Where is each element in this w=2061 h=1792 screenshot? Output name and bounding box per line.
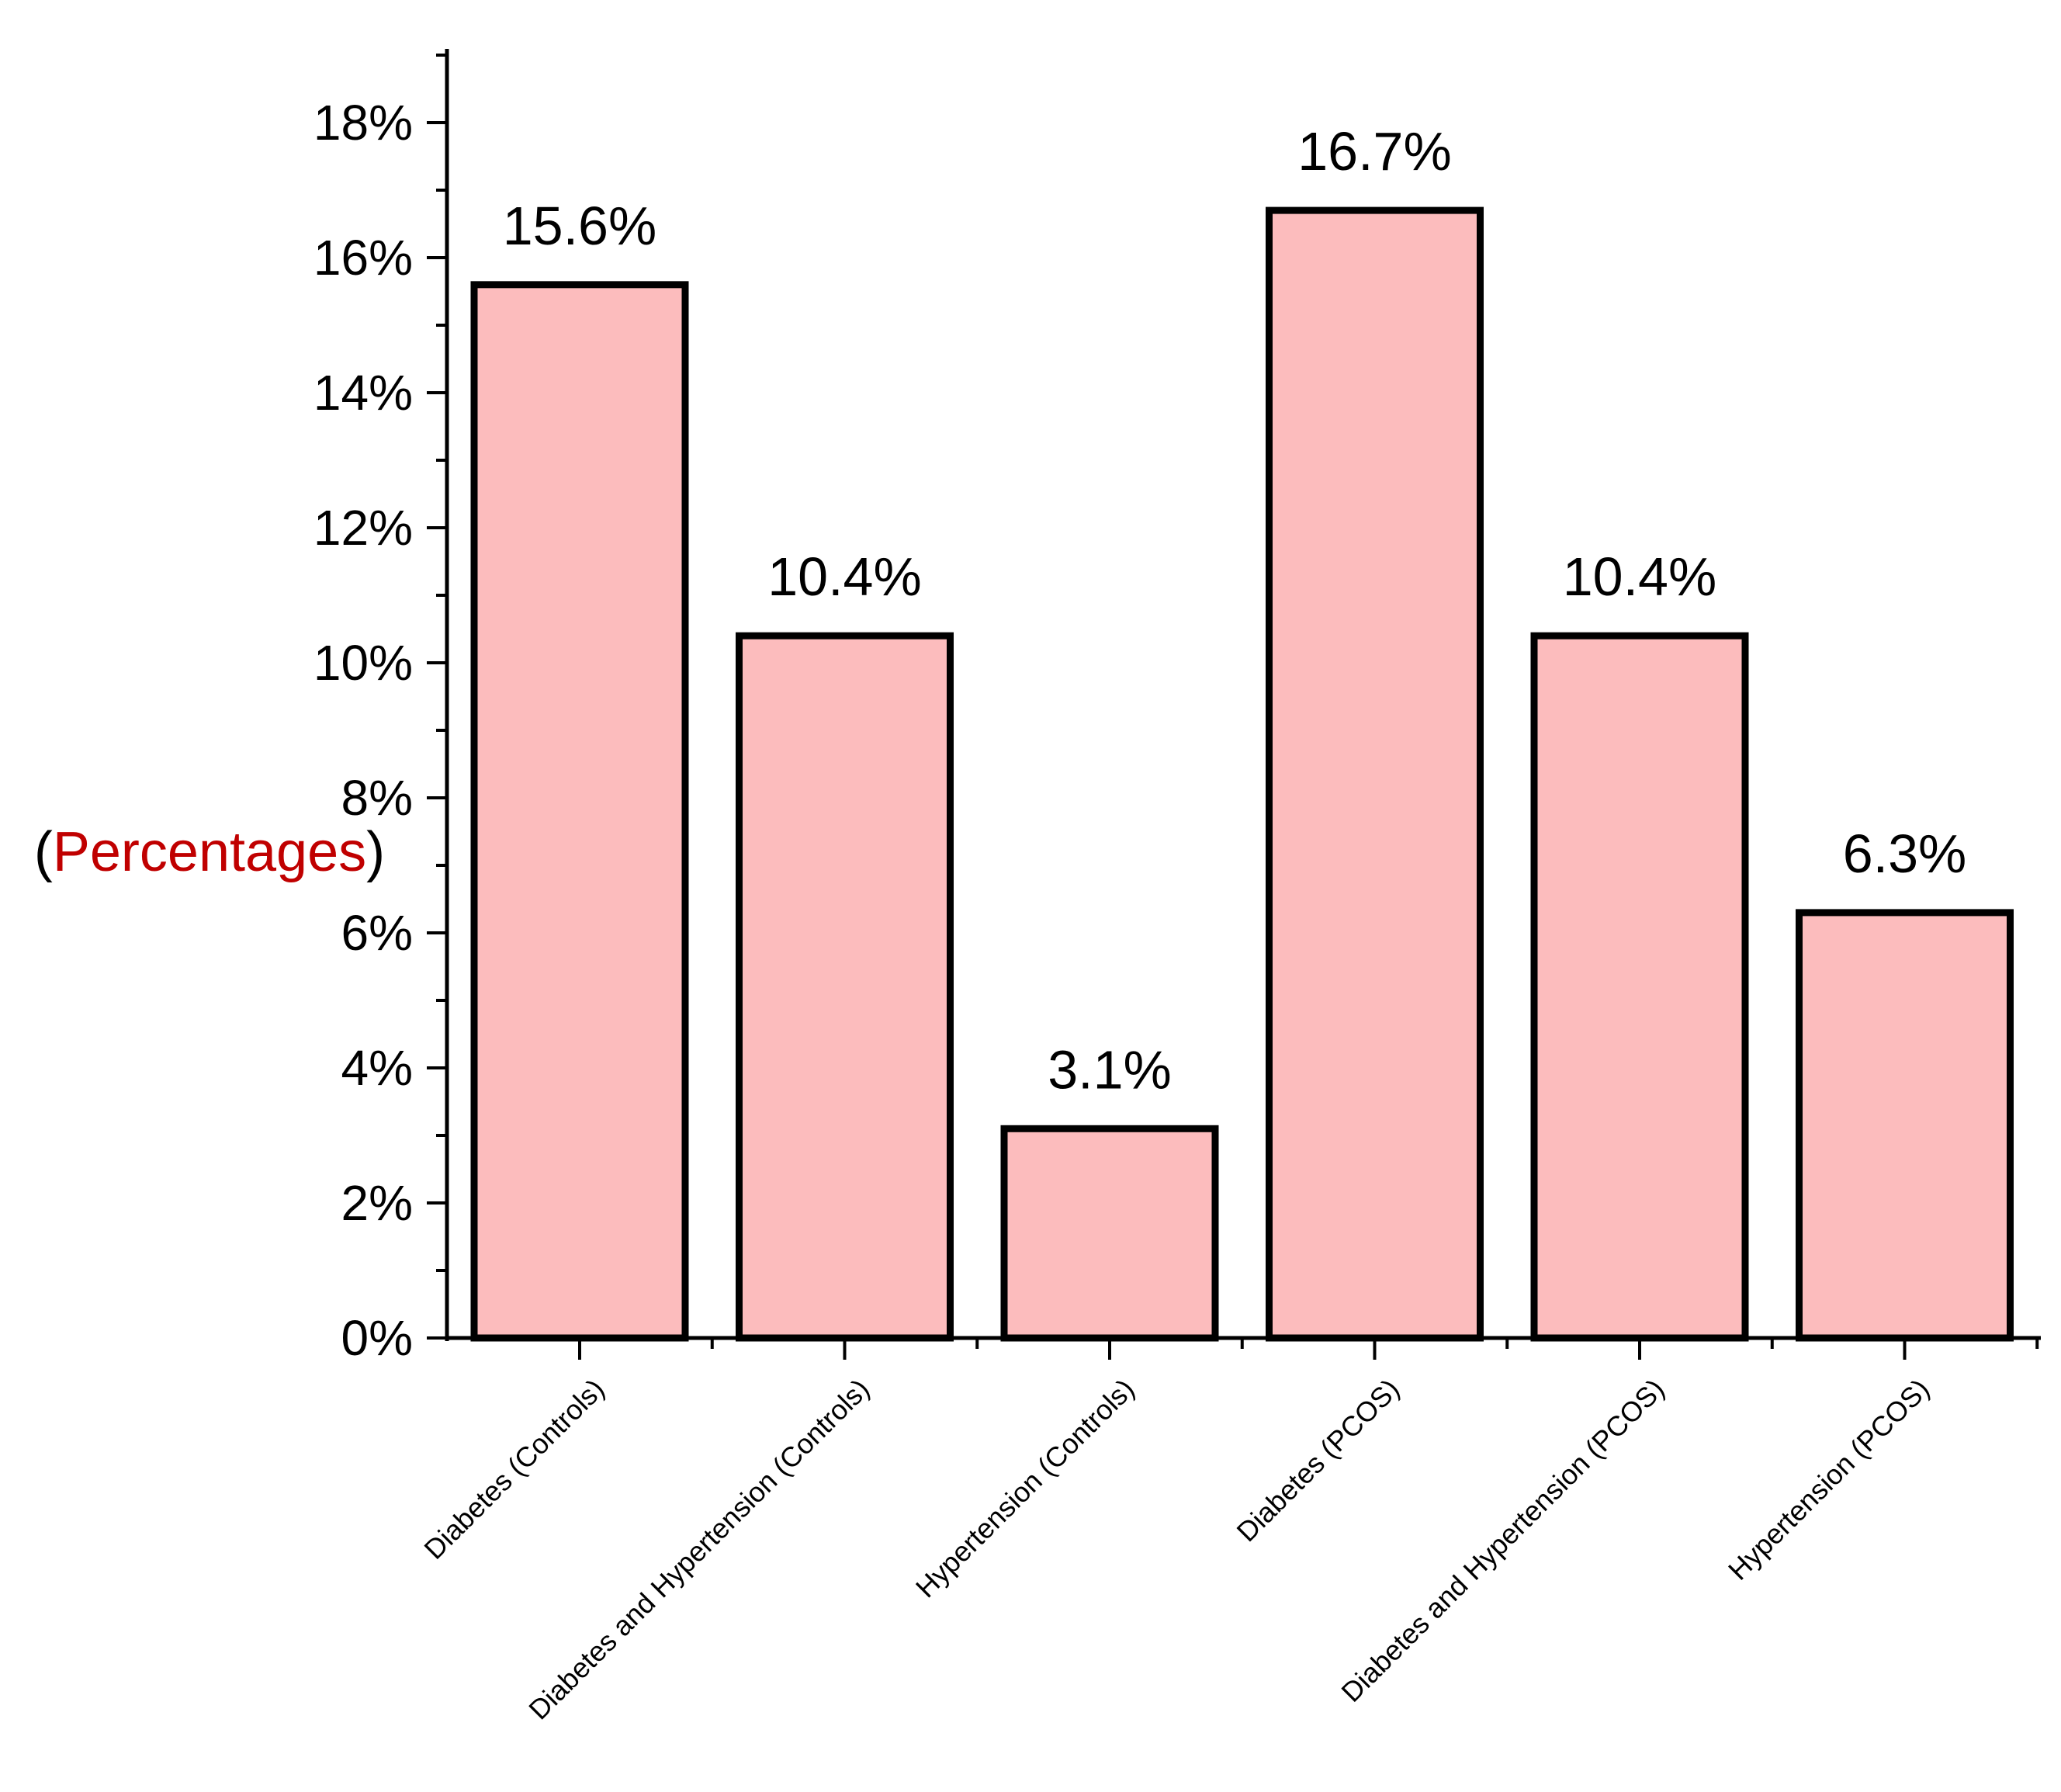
y-tick-label: 18% bbox=[313, 95, 413, 151]
bar bbox=[470, 281, 689, 1342]
bars bbox=[470, 206, 2014, 1342]
y-axis-title-close-paren: ) bbox=[366, 821, 385, 883]
bar bbox=[1796, 909, 2014, 1342]
bar-value-label: 10.4% bbox=[1563, 546, 1716, 607]
y-axis-title-open-paren: ( bbox=[34, 821, 53, 883]
y-tick-label: 6% bbox=[341, 905, 414, 961]
y-tick-label: 10% bbox=[313, 635, 413, 691]
bar bbox=[736, 632, 954, 1342]
y-axis-title: (Percentages) bbox=[34, 821, 385, 883]
bar-value-label: 15.6% bbox=[503, 196, 656, 256]
y-axis-title-text: Percentages bbox=[53, 821, 366, 883]
x-category-label: Hypertension (PCOS) bbox=[1722, 1373, 1935, 1586]
bar-value-label: 6.3% bbox=[1843, 823, 1967, 884]
y-tick-label: 16% bbox=[313, 230, 413, 286]
bar-value-label: 16.7% bbox=[1297, 121, 1451, 182]
y-tick-label: 8% bbox=[341, 770, 414, 826]
x-category-label: Hypertension (Controls) bbox=[909, 1373, 1141, 1604]
category-labels: Diabetes (Controls) Diabetes and Hyperten… bbox=[417, 1373, 1935, 1726]
y-tick-label: 4% bbox=[341, 1040, 414, 1096]
bar bbox=[1266, 206, 1484, 1342]
bar-value-label: 3.1% bbox=[1048, 1039, 1172, 1100]
x-axis bbox=[445, 1336, 2041, 1360]
y-tick-label: 2% bbox=[341, 1175, 414, 1231]
data-labels: 15.6% 10.4% 3.1% 16.7% 10.4% 6.3% bbox=[503, 121, 1967, 1100]
x-category-label: Diabetes and Hypertension (PCOS) bbox=[1335, 1373, 1670, 1708]
y-tick-label: 12% bbox=[313, 500, 413, 556]
y-axis: 0% 2% 4% 6% 8% 10% 12% 14% 16% 18% bbox=[313, 49, 449, 1366]
y-tick-label: 0% bbox=[341, 1310, 414, 1366]
bar bbox=[1000, 1125, 1219, 1342]
x-category-label: Diabetes (Controls) bbox=[417, 1373, 610, 1565]
bar bbox=[1530, 632, 1749, 1342]
x-category-label: Diabetes (PCOS) bbox=[1231, 1373, 1406, 1548]
y-tick-label: 14% bbox=[313, 365, 413, 421]
bar-value-label: 10.4% bbox=[767, 546, 921, 607]
